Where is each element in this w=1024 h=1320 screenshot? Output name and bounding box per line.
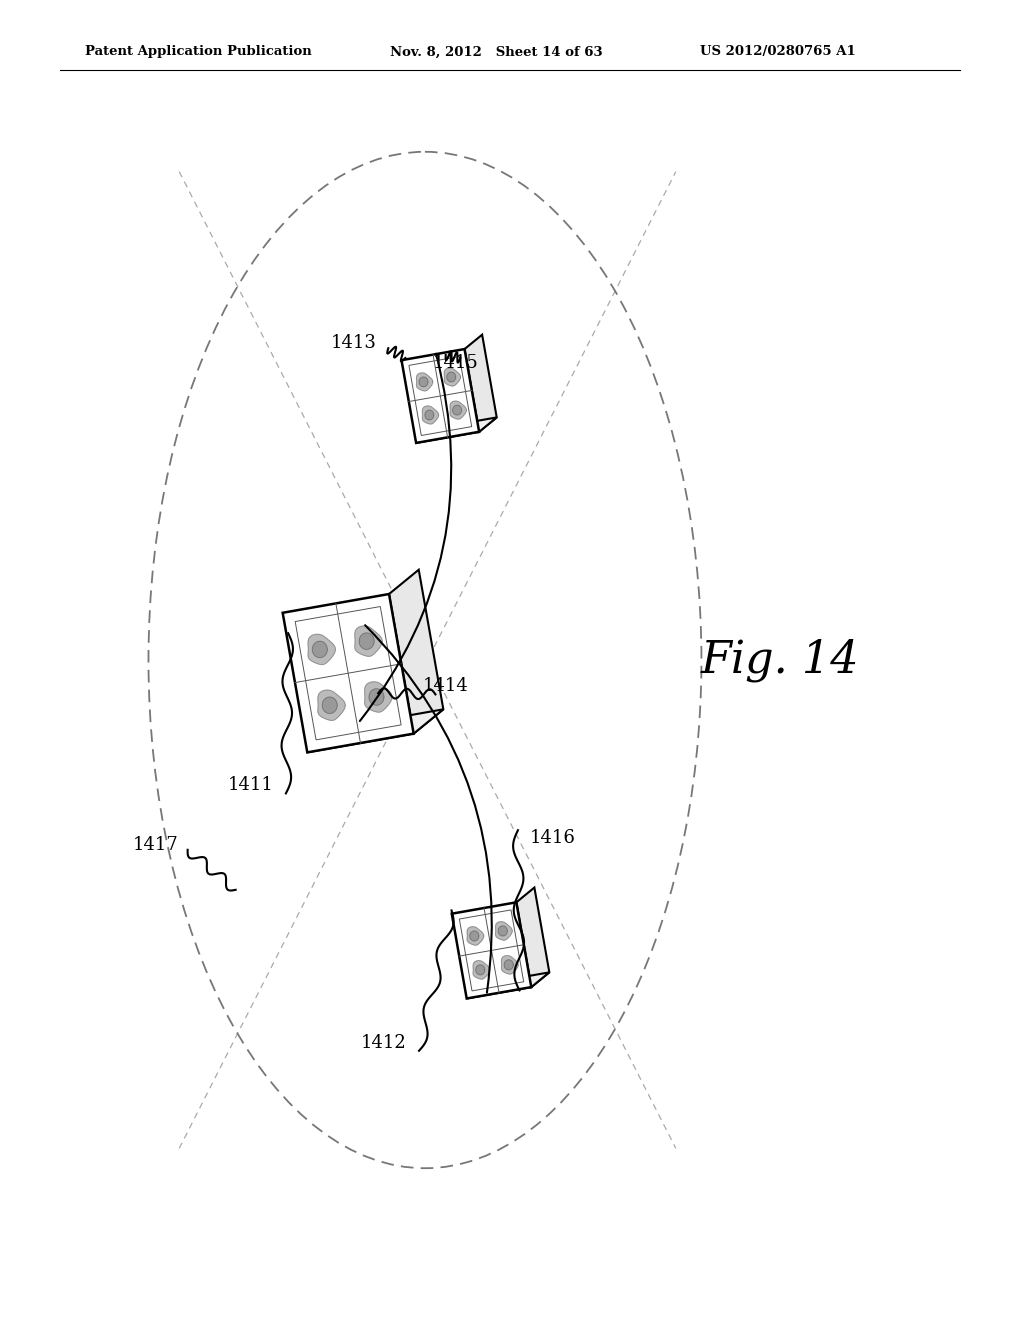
Text: Nov. 8, 2012   Sheet 14 of 63: Nov. 8, 2012 Sheet 14 of 63 <box>390 45 603 58</box>
Polygon shape <box>470 931 479 941</box>
Polygon shape <box>452 903 531 998</box>
Polygon shape <box>359 634 374 649</box>
Text: 1415: 1415 <box>433 354 478 372</box>
Polygon shape <box>365 682 392 711</box>
Text: 1416: 1416 <box>530 829 575 847</box>
Polygon shape <box>307 709 443 752</box>
Polygon shape <box>323 697 337 713</box>
Polygon shape <box>389 570 443 734</box>
Polygon shape <box>308 635 336 664</box>
Text: 1414: 1414 <box>423 677 468 696</box>
Polygon shape <box>425 411 434 420</box>
Polygon shape <box>499 925 507 936</box>
Text: 1417: 1417 <box>133 836 178 854</box>
Polygon shape <box>446 372 456 381</box>
Polygon shape <box>476 965 484 975</box>
Polygon shape <box>516 887 549 987</box>
Polygon shape <box>401 348 479 444</box>
Polygon shape <box>453 405 462 414</box>
Text: 1413: 1413 <box>331 334 376 352</box>
Polygon shape <box>465 335 497 432</box>
Polygon shape <box>369 689 384 705</box>
Polygon shape <box>496 921 512 940</box>
Polygon shape <box>502 956 518 974</box>
Text: 1411: 1411 <box>228 776 273 795</box>
Polygon shape <box>419 378 428 387</box>
Text: Patent Application Publication: Patent Application Publication <box>85 45 311 58</box>
Polygon shape <box>312 642 328 657</box>
Polygon shape <box>473 961 489 979</box>
Text: US 2012/0280765 A1: US 2012/0280765 A1 <box>700 45 856 58</box>
Polygon shape <box>444 368 461 385</box>
Text: Fig. 14: Fig. 14 <box>700 639 859 681</box>
Polygon shape <box>283 594 414 752</box>
Polygon shape <box>417 374 433 391</box>
Polygon shape <box>467 973 549 998</box>
Polygon shape <box>317 690 345 721</box>
Polygon shape <box>416 417 497 444</box>
Polygon shape <box>451 401 466 418</box>
Polygon shape <box>423 407 438 424</box>
Polygon shape <box>355 626 382 656</box>
Polygon shape <box>467 927 483 945</box>
Text: 1412: 1412 <box>361 1034 407 1052</box>
Polygon shape <box>504 960 513 970</box>
